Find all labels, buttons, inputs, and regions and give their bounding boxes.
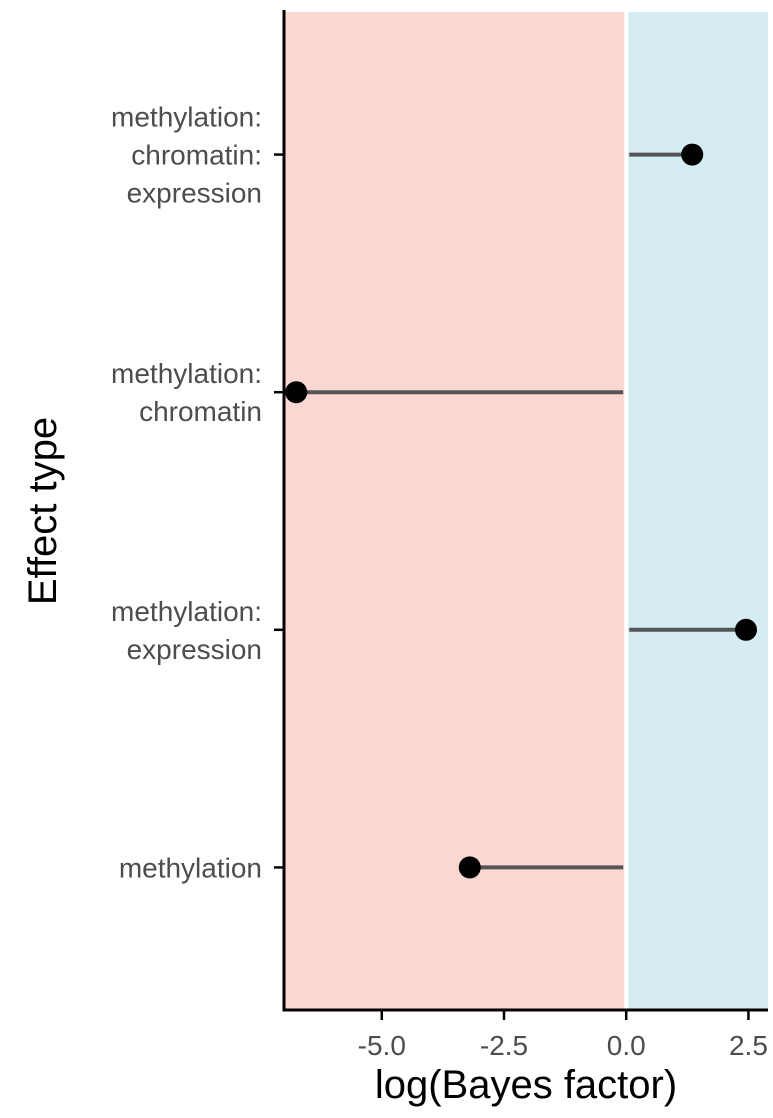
negative-region — [284, 12, 627, 1010]
positive-region — [626, 12, 768, 1010]
x-axis-title: log(Bayes factor) — [375, 1063, 677, 1107]
background-regions — [284, 12, 768, 1010]
y-axis-title: Effect type — [21, 417, 65, 605]
axes — [274, 10, 768, 1020]
lollipop-stems — [296, 152, 746, 870]
data-point — [285, 381, 308, 404]
y-tick-label: methylation: expression — [111, 596, 262, 665]
y-tick-labels: methylation: chromatin: expression methylat… — [111, 102, 262, 884]
y-tick-label: methylation: chromatin: expression — [111, 102, 262, 209]
x-tick-label: 0.0 — [607, 1030, 646, 1061]
y-tick-label: methylation: chromatin — [111, 358, 262, 427]
y-tick-label: methylation — [119, 852, 262, 883]
data-point — [681, 143, 704, 166]
data-point — [735, 618, 757, 641]
data-point — [458, 856, 481, 879]
lollipop-points — [285, 143, 757, 879]
x-tick-labels: -5.0 -2.5 0.0 2.5 — [358, 1030, 768, 1061]
x-tick-label: -5.0 — [358, 1030, 406, 1061]
x-tick-label: -2.5 — [480, 1030, 528, 1061]
x-tick-label: 2.5 — [729, 1030, 768, 1061]
